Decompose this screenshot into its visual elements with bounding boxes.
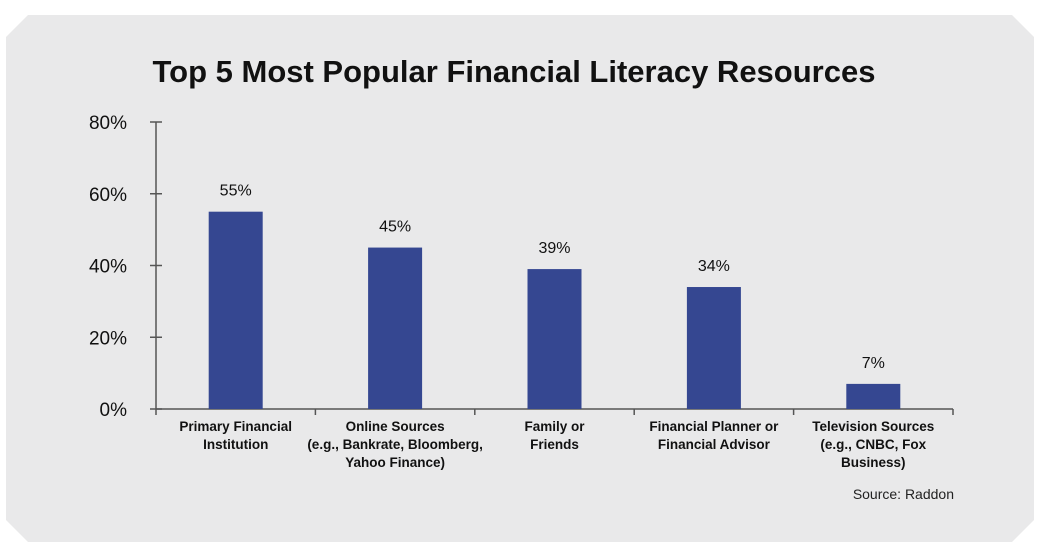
data-label: 55% — [220, 183, 252, 200]
data-label: 39% — [538, 240, 570, 257]
y-tick-label: 0% — [100, 400, 128, 421]
category-label: Family or Friends — [524, 419, 585, 452]
chart-title: Top 5 Most Popular Financial Literacy Re… — [153, 54, 876, 89]
category-label: Television Sources (e.g., CNBC, Fox Busine… — [812, 419, 934, 470]
bar — [208, 211, 263, 409]
data-label: 45% — [379, 219, 411, 236]
data-label: 7% — [862, 355, 885, 372]
chart-labels: 55% Primary Financial Institution 45% Online… — [179, 183, 934, 470]
y-tick-label: 20% — [89, 328, 127, 349]
bar — [846, 383, 901, 409]
bar — [686, 287, 741, 409]
source-note: Source: Raddon — [853, 486, 954, 502]
bar — [368, 247, 423, 409]
category-label: Primary Financial Institution — [179, 419, 292, 452]
category-label: Online Sources (e.g., Bankrate, Bloomberg… — [307, 419, 483, 470]
category-label: Financial Planner or Financial Advisor — [649, 419, 779, 452]
chart-background-panel — [6, 15, 1034, 542]
y-tick-label: 40% — [89, 257, 127, 278]
y-tick-label: 60% — [89, 185, 127, 206]
data-label: 34% — [698, 258, 730, 275]
chart-bars — [208, 211, 901, 409]
y-tick-label: 80% — [89, 113, 127, 134]
bar — [527, 269, 582, 409]
